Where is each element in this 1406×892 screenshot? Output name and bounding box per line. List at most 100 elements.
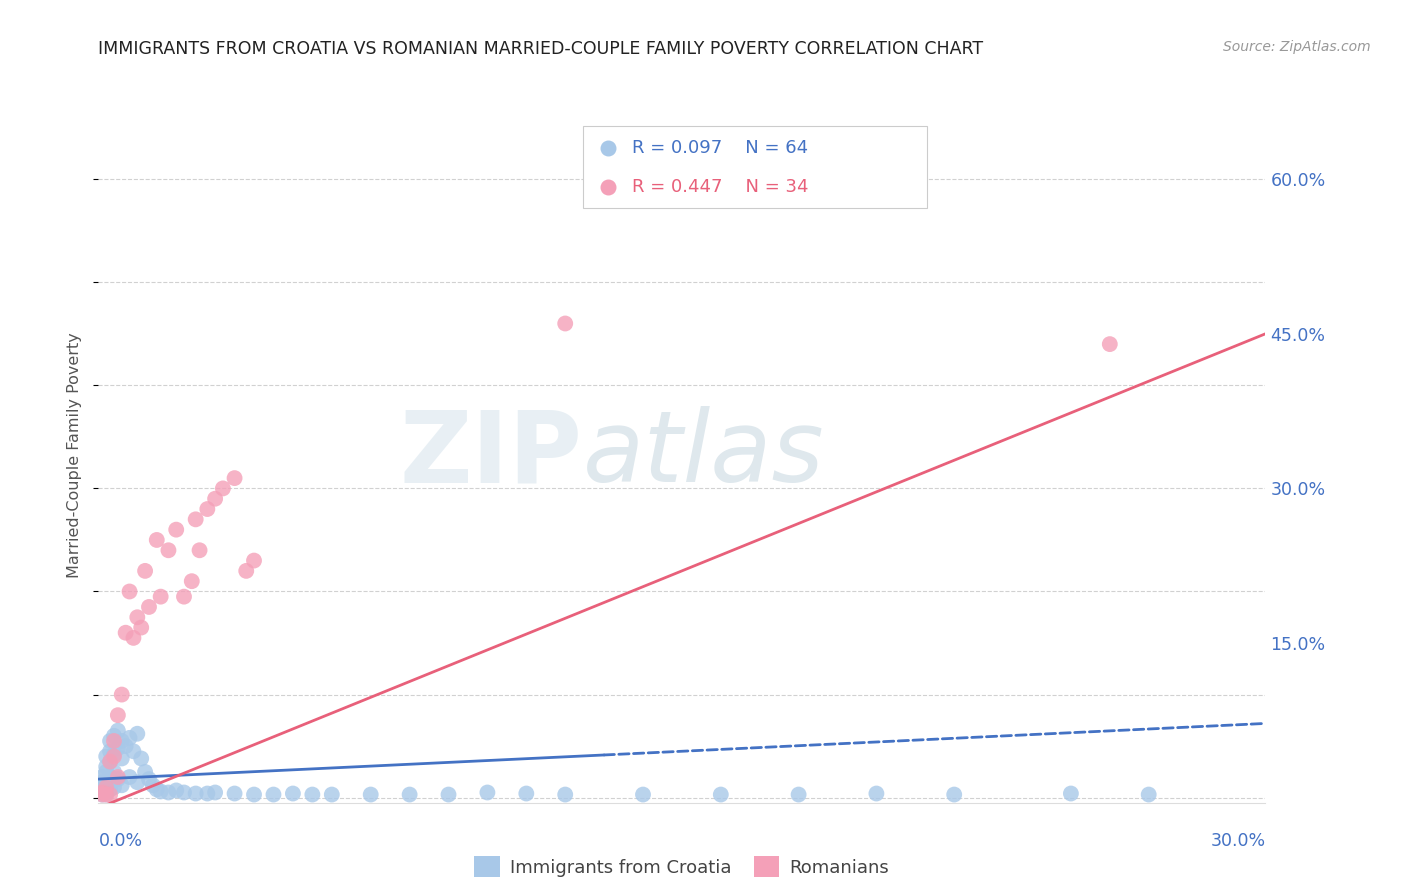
Point <box>710 788 733 802</box>
Point <box>138 772 160 786</box>
Point <box>127 775 149 789</box>
FancyBboxPatch shape <box>582 126 927 208</box>
Point <box>943 788 966 802</box>
Point <box>360 788 382 802</box>
Point <box>437 788 460 802</box>
Point <box>122 631 145 645</box>
Point <box>243 788 266 802</box>
Point <box>103 747 125 762</box>
Point <box>204 785 226 799</box>
Point <box>262 788 284 802</box>
Point <box>114 625 136 640</box>
Point <box>114 739 136 753</box>
Text: ZIP: ZIP <box>399 407 582 503</box>
Point <box>157 543 180 558</box>
Point <box>138 599 160 614</box>
Point <box>129 621 152 635</box>
Point <box>146 782 169 797</box>
Point <box>631 788 654 802</box>
Point <box>91 775 114 789</box>
Point <box>107 723 129 738</box>
Point <box>173 590 195 604</box>
Text: IMMIGRANTS FROM CROATIA VS ROMANIAN MARRIED-COUPLE FAMILY POVERTY CORRELATION CH: IMMIGRANTS FROM CROATIA VS ROMANIAN MARR… <box>98 40 984 58</box>
Point <box>165 783 187 797</box>
Point <box>301 788 323 802</box>
Point <box>180 574 202 589</box>
Point <box>165 523 187 537</box>
Point <box>96 760 118 774</box>
Point <box>188 543 211 558</box>
Point <box>91 788 114 802</box>
Point <box>111 778 134 792</box>
Point <box>118 731 141 745</box>
Point <box>91 785 114 799</box>
Point <box>129 751 152 765</box>
Point <box>103 764 125 779</box>
Point <box>515 787 537 801</box>
Text: R = 0.097    N = 64: R = 0.097 N = 64 <box>631 139 808 157</box>
Point <box>103 734 125 748</box>
Point <box>146 533 169 547</box>
Point <box>98 782 121 797</box>
Point <box>184 512 207 526</box>
Point <box>98 755 121 769</box>
Point <box>184 787 207 801</box>
Point <box>127 610 149 624</box>
Point <box>134 564 156 578</box>
Point <box>554 788 576 802</box>
Point <box>477 785 499 799</box>
Text: atlas: atlas <box>582 407 824 503</box>
Point <box>103 780 125 795</box>
Point <box>91 788 114 802</box>
Point <box>321 788 343 802</box>
Point <box>96 775 118 789</box>
Point <box>118 770 141 784</box>
Point <box>103 729 125 743</box>
Point <box>157 785 180 799</box>
Point <box>235 564 257 578</box>
Point <box>142 778 165 792</box>
Point <box>96 780 118 795</box>
Point <box>96 788 118 802</box>
Point <box>98 770 121 784</box>
Point <box>118 584 141 599</box>
Point <box>127 727 149 741</box>
Point <box>98 734 121 748</box>
Legend: Immigrants from Croatia, Romanians: Immigrants from Croatia, Romanians <box>467 849 897 884</box>
Point <box>103 749 125 764</box>
Point <box>98 755 121 769</box>
Point <box>149 784 172 798</box>
Point <box>107 741 129 756</box>
Text: R = 0.447    N = 34: R = 0.447 N = 34 <box>631 178 808 196</box>
Y-axis label: Married-Couple Family Poverty: Married-Couple Family Poverty <box>67 332 83 578</box>
Point <box>98 744 121 758</box>
Text: 0.0%: 0.0% <box>98 831 142 850</box>
Point <box>204 491 226 506</box>
Point <box>149 590 172 604</box>
Point <box>107 708 129 723</box>
Point <box>224 787 246 801</box>
Point <box>98 788 121 802</box>
Text: 30.0%: 30.0% <box>1211 831 1265 850</box>
Text: Source: ZipAtlas.com: Source: ZipAtlas.com <box>1223 40 1371 54</box>
Point <box>96 749 118 764</box>
Point <box>865 787 887 801</box>
Point <box>96 764 118 779</box>
Point <box>111 734 134 748</box>
Point <box>224 471 246 485</box>
Point <box>398 788 420 802</box>
Point <box>91 785 114 799</box>
Point <box>122 744 145 758</box>
Point <box>281 787 304 801</box>
Point <box>212 482 235 496</box>
Point <box>1137 788 1160 802</box>
Point <box>1060 787 1083 801</box>
Point <box>243 553 266 567</box>
Point <box>96 785 118 799</box>
Point <box>173 785 195 799</box>
Point <box>91 780 114 795</box>
Point <box>91 770 114 784</box>
Point <box>107 770 129 784</box>
Point <box>111 688 134 702</box>
Point <box>195 787 218 801</box>
